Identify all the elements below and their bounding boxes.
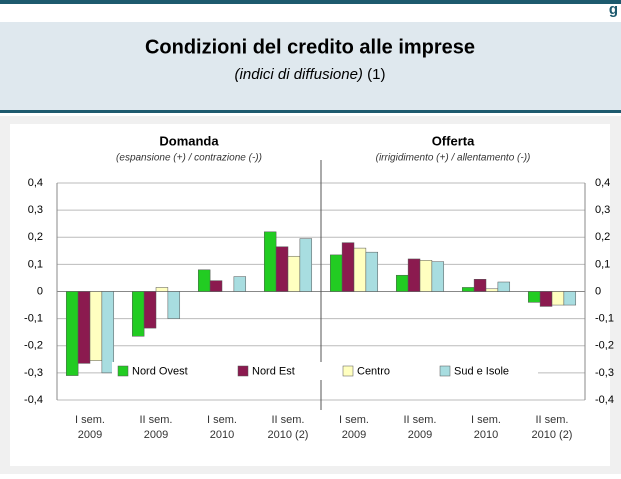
y-tick-label: 0 xyxy=(37,285,43,297)
y-tick-label: -0,1 xyxy=(24,313,43,325)
y2-tick-label: 0,3 xyxy=(595,204,610,216)
x-tick-line: II sem. xyxy=(535,414,568,426)
bar xyxy=(419,260,433,292)
x-tick-line: 2009 xyxy=(408,429,432,441)
bar xyxy=(539,291,553,307)
y2-tick-label: 0 xyxy=(595,285,601,297)
x-tick-line: I sem. xyxy=(339,414,369,426)
y2-tick-label: -0,4 xyxy=(595,394,614,406)
y2-tick-label: -0,3 xyxy=(595,367,614,379)
bar xyxy=(527,291,541,303)
y2-tick-label: 0,1 xyxy=(595,258,610,270)
title: Condizioni del credito alle imprese xyxy=(145,36,475,58)
x-tick-line: 2010 xyxy=(210,429,234,441)
bar xyxy=(473,279,487,292)
legend-box xyxy=(112,362,538,380)
legend-swatch xyxy=(237,365,249,377)
bar xyxy=(209,280,223,292)
x-tick-label: II sem. 2009 xyxy=(403,414,436,441)
legend-label: Sud e Isole xyxy=(454,365,509,377)
x-tick-label: II sem. 2010 (2) xyxy=(268,414,309,441)
y-tick-label: 0,3 xyxy=(28,204,43,216)
x-tick-line: 2009 xyxy=(144,429,168,441)
x-tick-line: 2010 xyxy=(474,429,498,441)
bar xyxy=(287,255,301,292)
y-tick-label: 0,4 xyxy=(28,177,43,189)
bar xyxy=(485,288,499,292)
x-tick-label: I sem. 2010 xyxy=(471,414,501,441)
legend-swatch xyxy=(439,365,451,377)
x-tick-label: I sem. 2009 xyxy=(339,414,369,441)
bar xyxy=(233,276,247,292)
bar xyxy=(263,231,277,292)
bar xyxy=(167,291,181,319)
x-tick-line: I sem. xyxy=(471,414,501,426)
legend-label: Nord Ovest xyxy=(132,365,188,377)
subtitle: (indici di diffusione) (1) xyxy=(235,66,386,83)
x-tick-label: II sem. 2009 xyxy=(139,414,172,441)
x-tick-line: II sem. xyxy=(403,414,436,426)
bar xyxy=(155,287,169,292)
x-tick-line: I sem. xyxy=(207,414,237,426)
bar xyxy=(551,291,565,306)
corner-text: g xyxy=(609,1,618,18)
legend-swatch xyxy=(117,365,129,377)
bar xyxy=(395,274,409,292)
panel-title: Offerta xyxy=(432,133,475,148)
bar xyxy=(65,291,79,376)
bar xyxy=(461,287,475,292)
bar xyxy=(563,291,577,306)
panel-subtitle: (espansione (+) / contrazione (-)) xyxy=(116,153,262,164)
x-tick-label: I sem. 2009 xyxy=(75,414,105,441)
x-tick-line: 2010 (2) xyxy=(268,429,309,441)
x-tick-line: II sem. xyxy=(271,414,304,426)
y-tick-label: 0,2 xyxy=(28,231,43,243)
y2-tick-label: 0,4 xyxy=(595,177,610,189)
y2-tick-label: 0,2 xyxy=(595,231,610,243)
bar xyxy=(101,291,115,374)
bar xyxy=(131,291,145,337)
bar xyxy=(89,291,103,361)
bar xyxy=(353,247,367,292)
x-tick-line: 2009 xyxy=(78,429,102,441)
y-tick-label: -0,2 xyxy=(24,340,43,352)
y-tick-label: -0,4 xyxy=(24,394,43,406)
y-tick-label: 0,1 xyxy=(28,258,43,270)
panel-subtitle: (irrigidimento (+) / allentamento (-)) xyxy=(376,153,531,164)
bar xyxy=(77,291,91,364)
y2-tick-label: -0,1 xyxy=(595,313,614,325)
bar xyxy=(329,254,343,292)
subtitle-italic: (indici di diffusione) xyxy=(235,66,363,83)
top-rule xyxy=(0,0,621,4)
bar xyxy=(299,238,313,292)
bar xyxy=(197,269,211,292)
bar xyxy=(365,251,379,292)
bar xyxy=(407,258,421,292)
bar xyxy=(143,291,157,329)
x-tick-line: 2009 xyxy=(342,429,366,441)
x-tick-line: II sem. xyxy=(139,414,172,426)
y2-tick-label: -0,2 xyxy=(595,340,614,352)
x-tick-label: I sem. 2010 xyxy=(207,414,237,441)
header-box xyxy=(0,22,621,110)
x-tick-line: I sem. xyxy=(75,414,105,426)
legend-label: Centro xyxy=(357,365,390,377)
bar xyxy=(431,261,445,292)
legend-swatch xyxy=(342,365,354,377)
legend-label: Nord Est xyxy=(252,365,295,377)
panel-title: Domanda xyxy=(159,133,219,148)
bar xyxy=(497,281,511,292)
header-rule xyxy=(0,110,621,113)
chart: 0,4 0,4 0,3 0,3 0,2 0,2 0,1 0,1 0 0 -0,1 -0,1 -0,2 -0… xyxy=(24,133,614,440)
y-tick-label: -0,3 xyxy=(24,367,43,379)
x-tick-line: 2010 (2) xyxy=(532,429,573,441)
bar xyxy=(275,246,289,292)
x-tick-label: II sem. 2010 (2) xyxy=(532,414,573,441)
subtitle-note: (1) xyxy=(367,66,385,83)
bar xyxy=(341,242,355,292)
